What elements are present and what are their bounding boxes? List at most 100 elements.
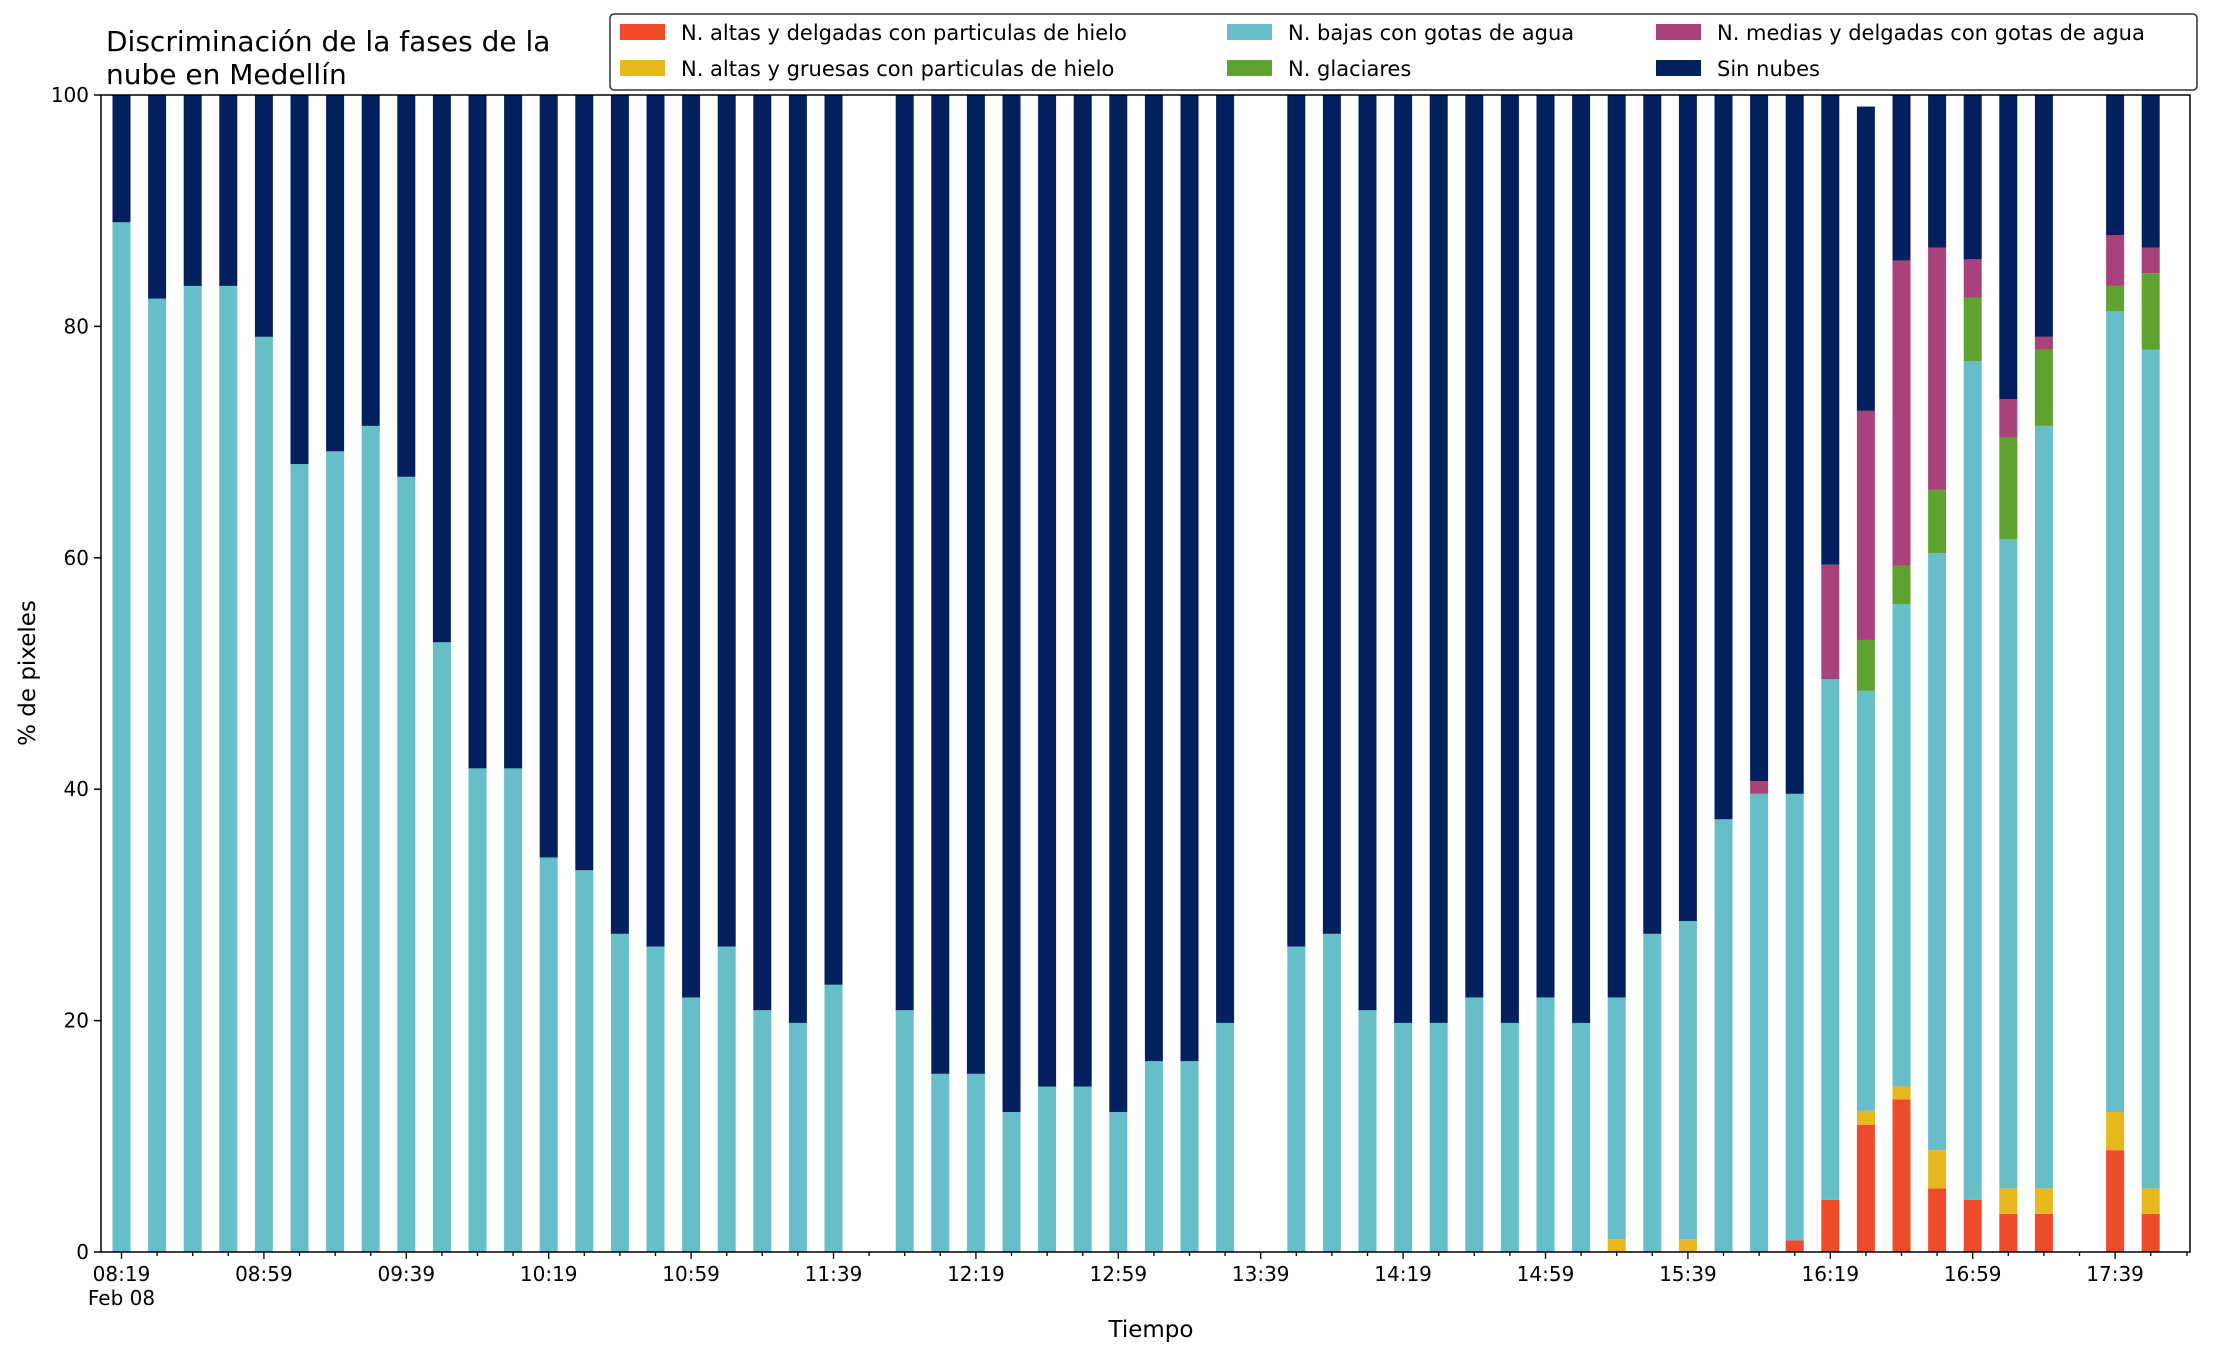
bar-segment-s5-1639 [1892, 95, 1911, 261]
bar-segment-s2-0859 [254, 336, 273, 1252]
bar-segment-s2-0949 [432, 642, 451, 1252]
y-tick-label: 80 [64, 314, 89, 338]
bar-segment-s5-1219 [966, 95, 985, 1074]
bar-segment-s5-1619 [1821, 95, 1840, 565]
bar-segment-s3-1709 [1999, 437, 2018, 540]
bar-segment-s3-1639 [1892, 565, 1911, 605]
y-tick-label: 20 [64, 1009, 89, 1033]
bars-layer [112, 95, 2160, 1253]
bar-segment-s2-1559 [1750, 793, 1769, 1252]
bar-segment-s2-0939 [397, 476, 416, 1252]
bar-segment-s2-1249 [1073, 1086, 1092, 1252]
plot-area-frame [100, 94, 2191, 1253]
bar-segment-s2-1409 [1358, 1010, 1377, 1252]
bar-segment-s0-1719 [2034, 1213, 2053, 1252]
bar-segment-s5-1109 [717, 95, 736, 947]
bar-segment-s2-0919 [326, 451, 345, 1252]
bar-segment-s5-1009 [504, 95, 523, 769]
x-tick-label: 16:59 [1944, 1262, 2002, 1286]
bar-segment-s5-0929 [361, 95, 380, 426]
bar-segment-s2-1229 [1002, 1112, 1021, 1252]
bar-segment-s2-1449 [1500, 1022, 1519, 1252]
bar-segment-s1-1739 [2106, 1112, 2125, 1151]
bar-segment-s2-1629 [1856, 690, 1875, 1111]
bar-segment-s5-1419 [1394, 95, 1413, 1023]
bar-segment-s4-1639 [1892, 260, 1911, 566]
bar-segment-s1-1519 [1607, 1239, 1626, 1252]
bar-segment-s0-1609 [1785, 1240, 1804, 1252]
bar-segment-s5-1459 [1536, 95, 1555, 998]
chart-title-line-1: Discriminación de la fases de la [106, 25, 550, 58]
bar-segment-s5-1349 [1287, 95, 1306, 947]
x-tick-label: 13:39 [1232, 1262, 1290, 1286]
legend: N. altas y delgadas con particulas de hi… [609, 13, 2198, 91]
bar-segment-s3-1659 [1963, 297, 1982, 362]
bar-segment-s0-1709 [1999, 1213, 2018, 1252]
bar-segment-s5-1449 [1500, 95, 1519, 1023]
bar-segment-s2-1619 [1821, 679, 1840, 1200]
bar-segment-s2-1739 [2106, 311, 2125, 1112]
bar-segment-s2-0959 [468, 768, 487, 1252]
bar-segment-s2-0849 [219, 285, 238, 1252]
bar-segment-s5-1539 [1678, 95, 1697, 922]
bar-segment-s3-1719 [2034, 349, 2053, 426]
bar-segment-s2-1109 [717, 946, 736, 1252]
bar-segment-s5-1409 [1358, 95, 1377, 1011]
bar-segment-s5-1529 [1643, 95, 1662, 934]
x-tick-label: 09:39 [377, 1262, 435, 1286]
legend-swatch [620, 24, 665, 40]
y-tick-label: 40 [64, 777, 89, 801]
x-tick-label: 15:39 [1659, 1262, 1717, 1286]
bar-segment-s2-1529 [1643, 933, 1662, 1252]
bar-segment-s3-1739 [2106, 285, 2125, 312]
bar-segment-s2-1519 [1607, 997, 1626, 1240]
bar-segment-s2-1509 [1572, 1022, 1591, 1252]
bar-segment-s5-0939 [397, 95, 416, 477]
y-tick-label: 60 [64, 546, 89, 570]
chart-title-line-2: nube en Medellín [106, 58, 347, 91]
bar-segment-s5-1309 [1144, 95, 1163, 1062]
legend-label: N. altas y delgadas con particulas de hi… [681, 21, 1127, 45]
bar-segment-s2-1159 [895, 1010, 914, 1252]
legend-label: N. altas y gruesas con particulas de hie… [681, 57, 1114, 81]
legend-swatch [1656, 24, 1701, 40]
bar-segment-s1-1709 [1999, 1188, 2018, 1214]
bar-segment-s2-1139 [824, 984, 843, 1252]
bar-segment-s5-1709 [1999, 95, 2018, 400]
bar-segment-s2-0829 [148, 298, 167, 1252]
bar-segment-s2-1329 [1216, 1022, 1235, 1252]
legend-label: N. bajas con gotas de agua [1288, 21, 1574, 45]
legend-label: N. medias y delgadas con gotas de agua [1717, 21, 2145, 45]
x-tick-sublabel: Feb 08 [88, 1286, 155, 1310]
bar-segment-s2-1009 [504, 768, 523, 1252]
bar-segment-s5-1059 [682, 95, 701, 998]
bar-segment-s5-0909 [290, 95, 309, 465]
bar-segment-s0-1649 [1928, 1188, 1947, 1252]
legend-label: Sin nubes [1717, 57, 1820, 81]
bar-segment-s0-1639 [1892, 1099, 1911, 1252]
bar-segment-s5-1749 [2141, 95, 2160, 248]
bar-segment-s2-1539 [1678, 921, 1697, 1240]
bar-segment-s2-0929 [361, 425, 380, 1252]
x-axis: 08:19 08:59 09:39 10:19 10:59 11:39 12:19 12:59… [88, 1252, 2188, 1310]
bar-segment-s5-1209 [931, 95, 950, 1074]
bar-segment-s2-1639 [1892, 604, 1911, 1087]
bar-segment-s5-0839 [183, 95, 202, 286]
bar-segment-s2-1209 [931, 1073, 950, 1252]
bar-segment-s4-1719 [2034, 336, 2053, 350]
x-tick-label: 08:59 [235, 1262, 293, 1286]
bar-segment-s5-0949 [432, 95, 451, 643]
bar-segment-s5-1159 [895, 95, 914, 1011]
bar-segment-s3-1629 [1856, 639, 1875, 691]
bar-segment-s4-1739 [2106, 235, 2125, 286]
bar-segment-s5-1039 [610, 95, 629, 934]
bar-segment-s0-1749 [2141, 1213, 2160, 1252]
bar-segment-s5-1609 [1785, 95, 1804, 794]
bar-segment-s5-1329 [1216, 95, 1235, 1023]
bar-segment-s5-1649 [1928, 95, 1947, 248]
bar-segment-s2-1059 [682, 997, 701, 1252]
bar-segment-s2-1549 [1714, 819, 1733, 1252]
x-tick-label: 14:19 [1374, 1262, 1432, 1286]
bar-segment-s0-1659 [1963, 1199, 1982, 1252]
